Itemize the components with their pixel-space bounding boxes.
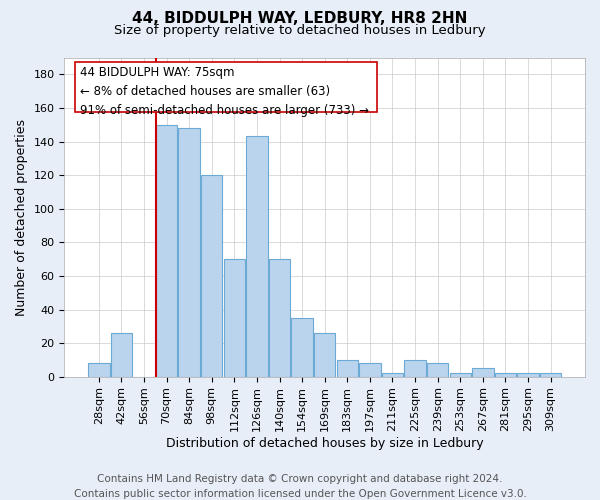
Bar [88,364,110,376]
Bar [224,259,245,376]
Bar [246,136,268,376]
X-axis label: Distribution of detached houses by size in Ledbury: Distribution of detached houses by size … [166,437,484,450]
Text: 91% of semi-detached houses are larger (733) →: 91% of semi-detached houses are larger (… [80,104,368,118]
Bar [472,368,494,376]
Text: 44, BIDDULPH WAY, LEDBURY, HR8 2HN: 44, BIDDULPH WAY, LEDBURY, HR8 2HN [133,11,467,26]
Bar [427,364,448,376]
Bar [292,318,313,376]
Bar [382,374,403,376]
Y-axis label: Number of detached properties: Number of detached properties [15,118,28,316]
Bar [314,333,335,376]
Bar [201,175,223,376]
Bar [517,374,539,376]
Bar [337,360,358,376]
Text: ← 8% of detached houses are smaller (63): ← 8% of detached houses are smaller (63) [80,86,330,98]
Text: Contains HM Land Registry data © Crown copyright and database right 2024.
Contai: Contains HM Land Registry data © Crown c… [74,474,526,499]
Bar [540,374,562,376]
Bar [404,360,426,376]
Text: 44 BIDDULPH WAY: 75sqm: 44 BIDDULPH WAY: 75sqm [80,66,234,80]
Bar [110,333,132,376]
Bar [178,128,200,376]
Bar [156,124,177,376]
Bar [359,364,380,376]
Bar [269,259,290,376]
Text: Size of property relative to detached houses in Ledbury: Size of property relative to detached ho… [114,24,486,37]
Bar [494,374,516,376]
Bar [449,374,471,376]
